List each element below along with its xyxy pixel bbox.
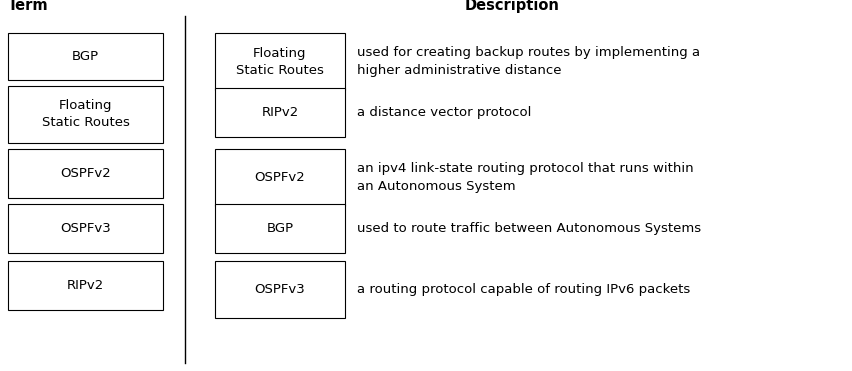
Bar: [8, 204, 163, 253]
Text: BGP: BGP: [72, 50, 99, 63]
Text: BGP: BGP: [266, 222, 293, 235]
Text: RIPv2: RIPv2: [66, 279, 104, 292]
Text: RIPv2: RIPv2: [261, 106, 298, 119]
Bar: [215, 33, 344, 90]
Text: used for creating backup routes by implementing a
higher administrative distance: used for creating backup routes by imple…: [357, 46, 699, 77]
Text: a routing protocol capable of routing IPv6 packets: a routing protocol capable of routing IP…: [357, 283, 689, 296]
Text: OSPFv3: OSPFv3: [255, 283, 305, 296]
Text: a distance vector protocol: a distance vector protocol: [357, 106, 531, 119]
Bar: [8, 33, 163, 80]
Bar: [215, 88, 344, 137]
Bar: [215, 204, 344, 253]
Text: Term: Term: [8, 0, 49, 13]
Bar: [215, 261, 344, 318]
Text: OSPFv2: OSPFv2: [60, 167, 111, 180]
Text: Floating
Static Routes: Floating Static Routes: [236, 46, 324, 76]
Bar: [8, 261, 163, 310]
Text: used to route traffic between Autonomous Systems: used to route traffic between Autonomous…: [357, 222, 700, 235]
Text: an ipv4 link-state routing protocol that runs within
an Autonomous System: an ipv4 link-state routing protocol that…: [357, 162, 693, 193]
Bar: [215, 149, 344, 206]
Text: Description: Description: [464, 0, 559, 13]
Bar: [8, 86, 163, 143]
Text: OSPFv3: OSPFv3: [60, 222, 111, 235]
Text: OSPFv2: OSPFv2: [255, 171, 305, 184]
Text: Floating
Static Routes: Floating Static Routes: [42, 99, 130, 129]
Bar: [8, 149, 163, 198]
